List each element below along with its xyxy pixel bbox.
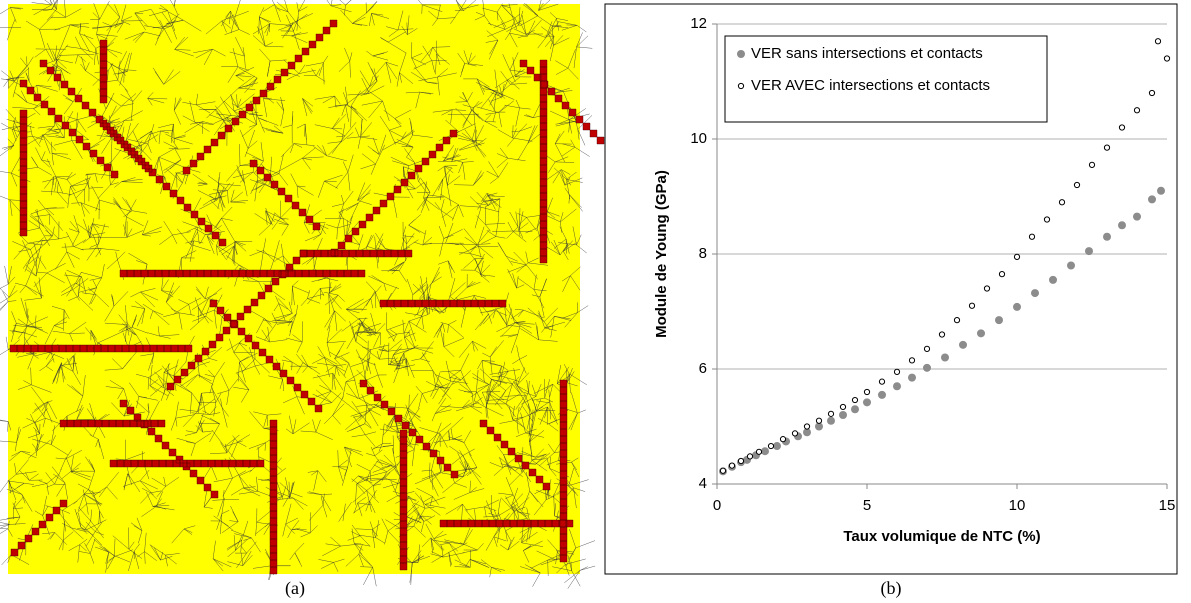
- x-tick-label: 15: [1159, 497, 1176, 514]
- scatter-point: [983, 285, 991, 292]
- x-axis-title: Taux volumique de NTC (%): [843, 528, 1040, 545]
- scatter-point: [1073, 181, 1081, 189]
- scatter-point: [998, 271, 1006, 278]
- scatter-point: [1028, 233, 1036, 240]
- scatter-point: [815, 417, 823, 424]
- scatter-point: [1148, 89, 1156, 97]
- scatter-point: [803, 428, 811, 437]
- scatter-point: [863, 388, 871, 396]
- x-tick-label: 5: [863, 497, 871, 514]
- scatter-point: [1013, 302, 1021, 311]
- mesh-inclusions: [9, 19, 605, 575]
- scatter-point: [779, 436, 787, 443]
- scatter-point: [728, 462, 736, 469]
- scatter-point: [1133, 107, 1141, 114]
- scatter-point: [719, 467, 727, 474]
- scatter-point: [1157, 186, 1165, 195]
- y-tick-label: 8: [699, 245, 707, 262]
- caption: (b): [881, 578, 902, 599]
- legend-label: VER sans intersections et contacts: [751, 45, 983, 62]
- scatter-point: [1049, 275, 1057, 284]
- scatter-point: [1085, 247, 1093, 256]
- scatter-point: [908, 357, 916, 364]
- scatter-point: [863, 398, 871, 407]
- mesh-image: [0, 0, 605, 589]
- scatter-point: [1088, 161, 1096, 168]
- scatter-point: [1133, 212, 1141, 221]
- chart: 4 6 8 10 12 0 5 10 15 Taux volumique de NTC (%) Mo…: [653, 15, 1175, 545]
- scatter-point: [737, 457, 745, 465]
- legend-marker: [737, 50, 745, 58]
- scatter-point: [959, 340, 967, 349]
- scatter-point: [953, 317, 961, 324]
- x-tick-label: 0: [713, 497, 721, 514]
- scatter-point: [1043, 216, 1051, 223]
- scatter-point: [893, 382, 901, 391]
- legend-label: VER AVEC intersections et contacts: [751, 77, 990, 94]
- scatter-point: [1118, 124, 1126, 131]
- scatter-point: [878, 378, 886, 385]
- scatter-point: [851, 396, 859, 404]
- scatter-point: [923, 363, 931, 372]
- scatter-point: [1013, 253, 1021, 260]
- scatter-point: [773, 442, 781, 451]
- caption: (a): [285, 578, 305, 599]
- scatter-point: [1067, 261, 1075, 270]
- scatter-point: [1118, 221, 1126, 230]
- scatter-point: [995, 316, 1003, 325]
- scatter-point: [968, 302, 976, 309]
- scatter-point: [755, 448, 763, 455]
- y-tick-label: 12: [690, 15, 707, 32]
- scatter-point: [893, 368, 901, 375]
- scatter-point: [803, 423, 811, 430]
- scatter-point: [941, 353, 949, 362]
- scatter-point: [1163, 55, 1171, 62]
- scatter-point: [839, 411, 847, 419]
- scatter-point: [878, 390, 886, 399]
- y-tick-label: 4: [699, 475, 707, 492]
- scatter-point: [827, 410, 835, 417]
- scatter-point: [746, 453, 754, 460]
- scatter-point: [908, 373, 916, 382]
- y-axis-title: Module de Young (GPa): [653, 170, 670, 338]
- legend-marker: [737, 82, 745, 90]
- scatter-point: [1148, 195, 1156, 204]
- chart-frame: [604, 3, 1178, 575]
- x-tick-label: 10: [1009, 497, 1026, 514]
- scatter-point: [1103, 232, 1111, 241]
- scatter-point: [977, 329, 985, 338]
- y-tick-label: 6: [699, 360, 707, 377]
- scatter-point: [923, 345, 931, 352]
- scatter-point: [827, 416, 835, 425]
- scatter-point: [1031, 289, 1039, 298]
- scatter-point: [761, 447, 769, 456]
- scatter-point: [791, 430, 799, 437]
- scatter-point: [1154, 38, 1162, 45]
- y-tick-label: 10: [690, 130, 707, 147]
- mesh-edges: [0, 0, 596, 589]
- scatter-point: [1103, 144, 1111, 151]
- scatter-point: [815, 422, 823, 431]
- scatter-point: [839, 403, 847, 411]
- scatter-point: [767, 442, 775, 450]
- legend-box: [724, 35, 1048, 123]
- scatter-point: [851, 405, 859, 414]
- scatter-point: [1058, 199, 1066, 206]
- scatter-point: [938, 331, 946, 338]
